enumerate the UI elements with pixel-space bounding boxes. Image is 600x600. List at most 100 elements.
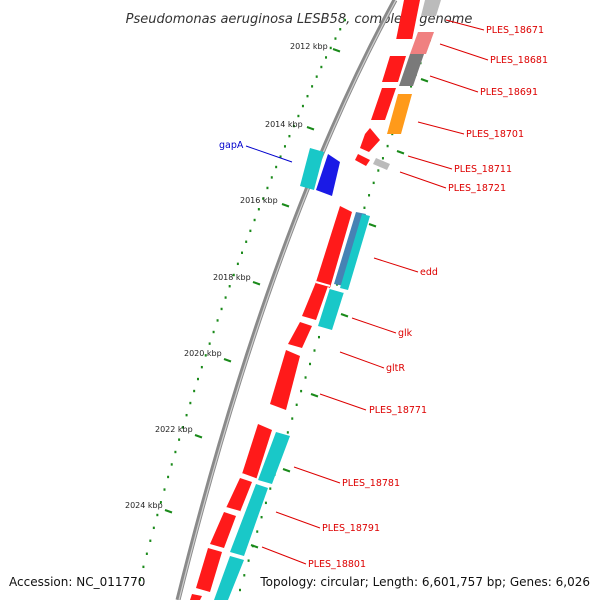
tick-dot — [304, 376, 307, 379]
tick-dot — [300, 389, 303, 393]
major-tick — [306, 126, 315, 131]
tick-dot — [170, 463, 173, 466]
gene-ples-18801-cyan[interactable] — [214, 556, 244, 600]
gene-ples-18721[interactable] — [373, 158, 390, 170]
gene-bottom-red[interactable] — [190, 594, 202, 600]
gene-gltR-a[interactable] — [288, 322, 312, 348]
tick-dot — [174, 450, 177, 454]
gene-label-ples-18681[interactable]: PLES_18681 — [490, 55, 548, 66]
gene-label-ples-18801[interactable]: PLES_18801 — [308, 559, 366, 570]
gene-label-ples-18791[interactable]: PLES_18791 — [322, 523, 380, 534]
tick-dot — [241, 251, 244, 254]
gene-ples-18701-a[interactable] — [371, 88, 396, 120]
gene-ples-18681[interactable] — [410, 32, 434, 54]
gene-ples-18671[interactable] — [396, 0, 420, 40]
tick-dot — [381, 157, 384, 160]
genome-title: Pseudomonas aeruginosa LESB58, complete … — [126, 12, 473, 27]
gene-label-ples-18721[interactable]: PLES_18721 — [448, 183, 506, 194]
tick-dot — [260, 515, 263, 519]
gene-ples-18801-red-b[interactable] — [196, 548, 222, 592]
gene-ples-18691[interactable] — [399, 54, 424, 86]
tick-dot — [196, 377, 199, 381]
gene-label-ples-18711[interactable]: PLES_18711 — [454, 164, 512, 175]
major-tick — [340, 313, 349, 318]
tick-dot — [189, 401, 192, 405]
tick-dot — [247, 559, 250, 562]
gene-glk-red[interactable] — [302, 282, 328, 320]
gene-label-glk[interactable]: glk — [398, 328, 413, 339]
tick-dot — [279, 155, 282, 158]
kbp-label: 2022 kbp — [155, 425, 193, 434]
tick-dot — [377, 169, 380, 172]
accession-text: Accession: NC_011770 — [9, 575, 145, 589]
gene-label-ples-18701[interactable]: PLES_18701 — [466, 129, 524, 140]
tick-dot — [317, 335, 320, 339]
tick-dot — [200, 365, 203, 369]
gene-label-gltR[interactable]: gltR — [386, 363, 405, 374]
tick-dot — [297, 114, 300, 118]
tick-dot — [270, 176, 273, 179]
gene-ples-18801-red[interactable] — [210, 512, 236, 548]
tick-dot — [228, 285, 231, 288]
gene-label-ples-18691[interactable]: PLES_18691 — [480, 87, 538, 98]
tick-dot — [243, 574, 246, 577]
gene-gltR[interactable] — [270, 350, 300, 410]
tick-dot — [315, 75, 318, 78]
tick-dot — [325, 56, 328, 59]
gene-ples-18791-cyan[interactable] — [230, 484, 268, 556]
gene-edd-red[interactable] — [316, 206, 352, 288]
tick-dot — [410, 85, 413, 88]
tick-dot — [306, 94, 309, 98]
tick-dot — [386, 144, 389, 148]
tick-dot — [288, 134, 291, 138]
gene-glk[interactable] — [318, 288, 344, 330]
genome-backbone — [175, 0, 398, 600]
gene-ples-18711-a[interactable] — [360, 128, 380, 152]
tick-dot — [295, 403, 298, 407]
tick-dot — [149, 539, 152, 542]
gene-ples-18781-red[interactable] — [242, 424, 272, 480]
tick-dot — [269, 487, 272, 490]
gene-label-ples-18771[interactable]: PLES_18771 — [369, 405, 427, 416]
kbp-label: 2012 kbp — [290, 42, 328, 51]
tick-dot — [193, 389, 196, 393]
gene-ples-18781-cyan[interactable] — [258, 432, 290, 484]
major-tick — [282, 468, 291, 473]
tick-dot — [236, 262, 239, 266]
gene-ples-18671-b[interactable] — [421, 0, 441, 16]
tick-dot — [253, 218, 256, 222]
tick-dot — [204, 354, 207, 357]
tick-dot — [275, 165, 278, 169]
kbp-label: 2024 kbp — [125, 501, 163, 510]
gene-label-edd[interactable]: edd — [420, 267, 438, 278]
tick-dot — [262, 197, 265, 200]
gene-labels: PLES_18671 PLES_18681 PLES_18691 PLES_18… — [219, 25, 548, 570]
tick-dot — [181, 426, 184, 429]
tick-dot — [239, 588, 241, 592]
tick-dot — [339, 28, 342, 31]
gene-gapA-cyan[interactable] — [300, 148, 324, 190]
major-tick — [164, 509, 173, 514]
gene-features — [190, 0, 441, 600]
tick-dot — [159, 501, 162, 504]
tick-dot — [344, 18, 346, 22]
gene-edd-cyan[interactable] — [340, 214, 370, 290]
tick-dot — [257, 208, 260, 211]
tick-dot — [212, 330, 215, 334]
kbp-label: 2016 kbp — [240, 196, 278, 205]
gene-label-ples-18781[interactable]: PLES_18781 — [342, 478, 400, 489]
gene-label-gapA[interactable]: gapA — [219, 140, 244, 151]
major-tick — [250, 544, 259, 549]
label-leaders — [245, 19, 489, 565]
gene-ples-18691-b[interactable] — [382, 56, 406, 82]
gene-ples-18701[interactable] — [387, 94, 412, 134]
gene-ples-18791-red[interactable] — [226, 478, 252, 512]
gene-label-ples-18671[interactable]: PLES_18671 — [486, 25, 544, 36]
genome-backbone-highlight — [178, 0, 397, 600]
tick-dot — [313, 349, 316, 352]
topology-text: Topology: circular; Length: 6,601,757 bp… — [259, 575, 590, 589]
tick-dot — [156, 513, 159, 517]
gene-gapA[interactable] — [316, 154, 340, 196]
gene-ples-18711[interactable] — [355, 154, 370, 166]
